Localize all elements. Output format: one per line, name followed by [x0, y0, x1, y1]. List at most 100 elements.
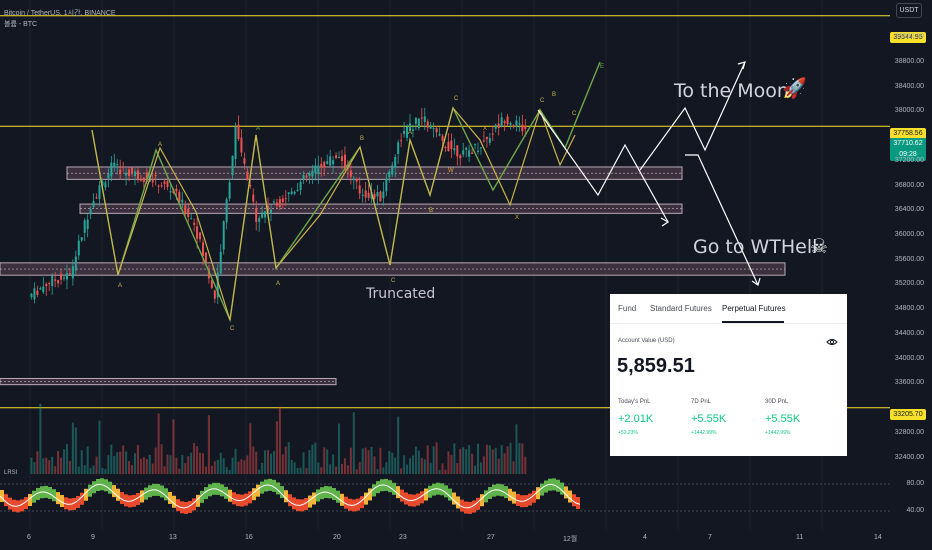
candle-body: [213, 290, 216, 299]
tab-standard-futures[interactable]: Standard Futures: [650, 304, 712, 313]
candle-body: [275, 202, 278, 206]
tab-perpetual-futures[interactable]: Perpetual Futures: [722, 304, 786, 313]
tab-fund[interactable]: Fund: [618, 304, 637, 313]
rsi-segment: [316, 489, 320, 502]
candle-body: [243, 158, 246, 164]
volume-bar: [128, 461, 131, 474]
candle-body: [92, 201, 95, 208]
rsi-segment: [392, 482, 396, 495]
volume-bar: [340, 463, 343, 474]
volume-legend[interactable]: 볼륨 - BTC: [4, 21, 38, 28]
time-tick: 16: [245, 534, 253, 541]
rsi-segment: [424, 488, 428, 501]
rsi-segment: [72, 497, 76, 510]
volume-bar: [181, 454, 184, 474]
elliott-wave-yellow: [91, 106, 576, 321]
rsi-segment: [188, 500, 192, 513]
volume-bar: [471, 453, 474, 474]
rsi-segment: [412, 494, 416, 507]
rsi-segment: [356, 498, 360, 511]
indicator-label[interactable]: LRSI: [4, 470, 18, 476]
candle-body: [151, 180, 154, 183]
volume-bar: [184, 463, 187, 474]
rsi-segment: [196, 494, 200, 507]
currency-button[interactable]: USDT: [896, 3, 922, 18]
candle-body: [222, 221, 225, 250]
wave-label: A: [408, 130, 412, 136]
rsi-tick: 80.00: [906, 480, 924, 487]
rsi-segment: [480, 494, 484, 507]
rsi-bands: [0, 478, 580, 514]
volume-bar: [77, 466, 80, 474]
projection-down-path: [537, 109, 669, 223]
volume-bar: [60, 457, 63, 474]
rsi-segment: [24, 497, 28, 510]
eye-icon[interactable]: [826, 336, 838, 348]
volume-bar: [465, 449, 468, 474]
volume-bar: [296, 468, 299, 474]
candle-body: [444, 147, 447, 149]
rsi-segment: [556, 479, 560, 492]
rsi-segment: [164, 488, 168, 501]
volume-bar: [178, 468, 181, 474]
candle-body: [367, 192, 370, 198]
candle-body: [142, 177, 145, 182]
rsi-segment: [384, 478, 388, 491]
volume-bar: [305, 468, 308, 474]
volume-bar: [408, 458, 411, 474]
candle-body: [364, 190, 367, 198]
candle-body: [485, 136, 488, 140]
volume-bar: [125, 451, 128, 474]
candle-body: [86, 219, 89, 230]
candle-body: [107, 173, 110, 179]
rsi-segment: [28, 493, 32, 506]
volume-bar: [314, 442, 317, 474]
volume-bar: [63, 449, 66, 474]
candle-body: [196, 226, 199, 239]
volume-bar: [216, 459, 219, 474]
volume-bar: [524, 456, 527, 474]
price-tick: 32800.00: [894, 428, 924, 436]
candle-body: [272, 201, 275, 203]
candle-body: [317, 165, 320, 175]
candle-body: [394, 156, 397, 168]
candle-body: [60, 273, 63, 280]
volume-bar: [281, 454, 284, 474]
volume-bar: [213, 461, 216, 474]
rsi-segment: [48, 486, 52, 499]
volume-bar: [420, 457, 423, 474]
volume-bar: [456, 463, 459, 474]
candle-body: [252, 194, 255, 202]
rsi-segment: [416, 493, 420, 506]
wave-label: A: [256, 126, 260, 132]
candle-body: [391, 165, 394, 175]
candle-body: [187, 208, 190, 217]
candle-body: [128, 169, 131, 176]
30d-pnl-percent: +1442.99%: [765, 430, 791, 436]
rsi-segment: [216, 482, 220, 495]
candle-body: [125, 172, 128, 176]
rsi-segment: [328, 486, 332, 499]
rsi-segment: [208, 484, 212, 497]
candle-body: [408, 123, 411, 131]
volume-bar: [252, 446, 255, 474]
wave-label: C: [454, 96, 459, 102]
candle-body: [119, 169, 122, 175]
candle-body: [48, 283, 51, 285]
volume-bar: [385, 462, 388, 474]
price-tick: 36800.00: [894, 181, 924, 189]
rsi-segment: [552, 478, 556, 491]
candle-body: [278, 199, 281, 207]
volume-bar: [462, 447, 465, 474]
volume-bar: [207, 415, 210, 474]
volume-bar: [154, 447, 157, 474]
elliott-wave-green: [91, 61, 601, 323]
rsi-segment: [308, 495, 312, 508]
rsi-segment: [576, 497, 580, 510]
rsi-segment: [500, 484, 504, 497]
rsi-segment: [112, 485, 116, 498]
rsi-segment: [20, 499, 24, 512]
price-tick: 38000.00: [894, 107, 924, 115]
symbol-title[interactable]: Bitcoin / TetherUS, 1시간, BINANCE: [4, 10, 116, 17]
